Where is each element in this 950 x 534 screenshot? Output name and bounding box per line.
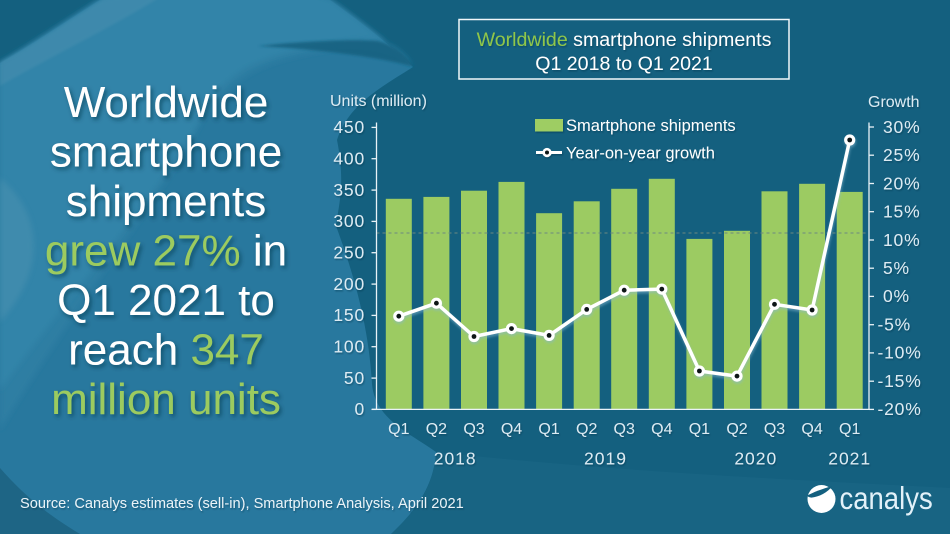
svg-text:Growth: Growth <box>868 94 920 111</box>
svg-text:Q1: Q1 <box>689 421 710 438</box>
svg-text:canalys: canalys <box>840 482 933 517</box>
svg-text:Q1: Q1 <box>839 421 860 438</box>
svg-text:Q3: Q3 <box>764 421 785 438</box>
svg-text:10%: 10% <box>883 230 920 250</box>
svg-text:shipments: shipments <box>66 177 267 226</box>
svg-text:Q2: Q2 <box>426 421 447 438</box>
svg-text:Q1: Q1 <box>388 421 409 438</box>
svg-text:-5%: -5% <box>878 315 912 335</box>
svg-text:25%: 25% <box>883 145 920 165</box>
svg-text:Q1 2021 to: Q1 2021 to <box>57 276 275 325</box>
svg-text:50: 50 <box>344 368 365 388</box>
svg-text:0%: 0% <box>883 286 910 306</box>
svg-text:15%: 15% <box>883 202 920 222</box>
svg-text:2018: 2018 <box>434 449 477 469</box>
svg-text:Units (million): Units (million) <box>330 93 427 110</box>
svg-text:Year-on-year growth: Year-on-year growth <box>566 145 715 163</box>
svg-text:-20%: -20% <box>878 399 922 419</box>
svg-text:30%: 30% <box>883 117 920 137</box>
svg-text:100: 100 <box>333 337 365 357</box>
svg-text:reach 347: reach 347 <box>68 326 264 375</box>
svg-text:350: 350 <box>333 180 365 200</box>
svg-text:Q1 2018 to Q1 2021: Q1 2018 to Q1 2021 <box>535 53 713 75</box>
svg-text:200: 200 <box>333 274 365 294</box>
svg-text:Worldwide: Worldwide <box>64 78 269 127</box>
svg-text:Q4: Q4 <box>651 421 672 438</box>
svg-text:-15%: -15% <box>878 371 922 391</box>
svg-text:Q3: Q3 <box>463 421 484 438</box>
svg-text:Q1: Q1 <box>538 421 559 438</box>
svg-text:250: 250 <box>333 243 365 263</box>
svg-text:150: 150 <box>333 305 365 325</box>
svg-text:Q4: Q4 <box>801 421 822 438</box>
svg-text:2019: 2019 <box>584 449 627 469</box>
svg-text:grew 27% in: grew 27% in <box>45 227 287 276</box>
svg-text:Q3: Q3 <box>614 421 635 438</box>
svg-text:Q2: Q2 <box>576 421 597 438</box>
svg-text:2020: 2020 <box>734 449 777 469</box>
svg-text:20%: 20% <box>883 173 920 193</box>
svg-text:450: 450 <box>333 117 365 137</box>
svg-text:smartphone: smartphone <box>50 128 282 177</box>
svg-text:Smartphone shipments: Smartphone shipments <box>566 117 736 135</box>
svg-text:million units: million units <box>51 375 281 424</box>
svg-text:0: 0 <box>354 399 365 419</box>
svg-text:Q2: Q2 <box>726 421 747 438</box>
svg-text:-10%: -10% <box>878 343 922 363</box>
svg-text:300: 300 <box>333 211 365 231</box>
svg-text:Q4: Q4 <box>501 421 522 438</box>
svg-text:2021: 2021 <box>828 449 871 469</box>
svg-text:400: 400 <box>333 149 365 169</box>
svg-text:Source: Canalys estimates (sel: Source: Canalys estimates (sell-in), Sma… <box>20 496 464 512</box>
svg-text:5%: 5% <box>883 258 910 278</box>
svg-text:Worldwide smartphone shipments: Worldwide smartphone shipments <box>477 29 772 51</box>
